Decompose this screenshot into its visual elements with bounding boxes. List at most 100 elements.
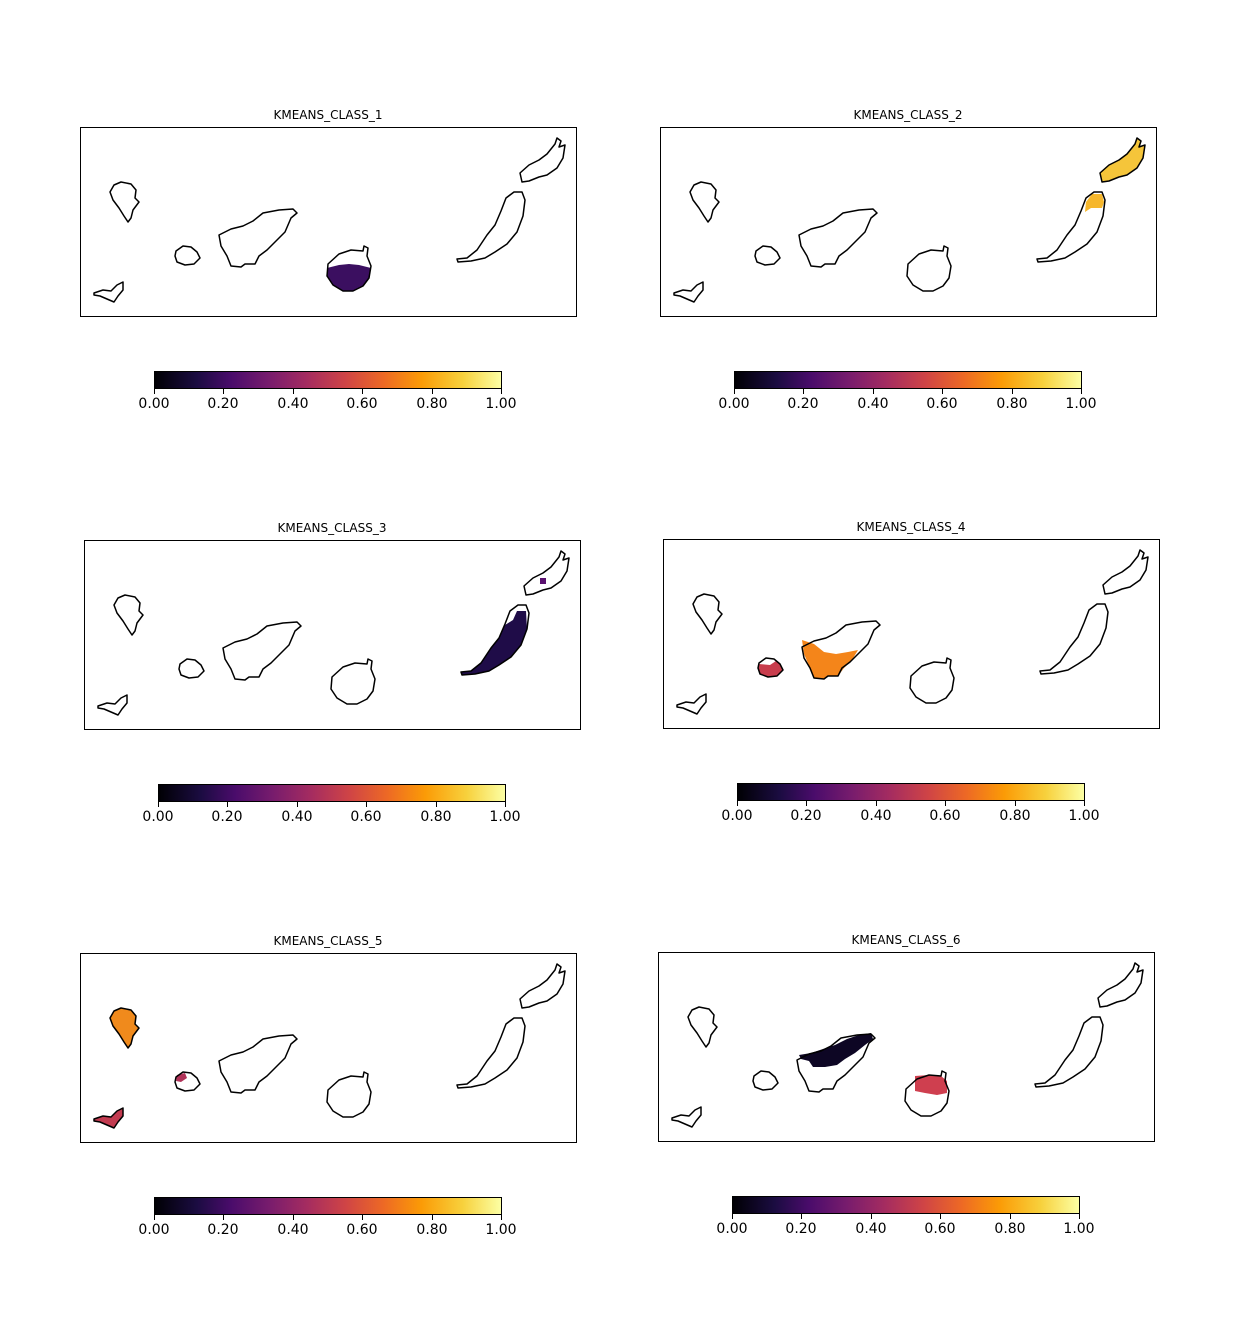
colorbar-tick-label: 0.80 (420, 809, 452, 825)
colorbar-tick (1081, 389, 1082, 394)
outline-la-gomera (178, 658, 205, 679)
colorbar-tick (1015, 801, 1016, 806)
outline-fuerteventura (1036, 191, 1106, 263)
colorbar-tick-label: 0.80 (416, 1222, 448, 1238)
colorbar-tick-label: 0.60 (346, 396, 378, 412)
colorbar-tick-label: 0.00 (716, 1221, 748, 1237)
panel-title: KMEANS_CLASS_3 (277, 521, 387, 535)
outline-la-gomera (174, 245, 201, 266)
outline-el-hierro (93, 281, 124, 303)
outline-fuerteventura (456, 1017, 526, 1089)
colorbar-tick-label: 0.00 (142, 809, 174, 825)
outline-tenerife (218, 1034, 298, 1094)
panel-title: KMEANS_CLASS_4 (856, 520, 966, 534)
colorbar-tick-label: 0.20 (211, 809, 243, 825)
colorbar-tick-label: 0.20 (787, 396, 819, 412)
colorbar-tick (362, 1215, 363, 1220)
colorbar-tick (803, 389, 804, 394)
panel-title: KMEANS_CLASS_1 (273, 108, 383, 122)
outline-la-palma (689, 181, 720, 223)
fill-la-gomera-spot (176, 1073, 187, 1082)
colorbar-tick (1084, 801, 1085, 806)
colorbar-tick (734, 389, 735, 394)
fill-tenerife-north (799, 1033, 873, 1067)
colorbar-tick (505, 802, 506, 807)
outline-tenerife (218, 208, 298, 268)
colorbar-5 (154, 1197, 502, 1215)
outline-lanzarote (519, 963, 566, 1009)
colorbar-tick-label: 1.00 (485, 1222, 517, 1238)
colorbar-2 (734, 371, 1082, 389)
colorbar-tick (158, 802, 159, 807)
colorbar-tick-label: 0.40 (857, 396, 889, 412)
map-frame-3 (84, 540, 581, 730)
colorbar-tick (293, 389, 294, 394)
fill-gran-canaria (327, 264, 371, 291)
panel-title: KMEANS_CLASS_6 (851, 933, 961, 947)
colorbar-tick-label: 0.20 (785, 1221, 817, 1237)
colorbar-4 (737, 783, 1085, 801)
colorbar-tick-label: 0.20 (207, 396, 239, 412)
outline-gran-canaria (909, 657, 955, 704)
outline-lanzarote (1102, 549, 1149, 595)
map-canvas (93, 963, 566, 1129)
map-canvas (671, 962, 1144, 1128)
colorbar-1 (154, 371, 502, 389)
colorbar-tick (432, 1215, 433, 1220)
panel-title: KMEANS_CLASS_5 (273, 934, 383, 948)
colorbar-tick (1010, 1214, 1011, 1219)
panel-title: KMEANS_CLASS_2 (853, 108, 963, 122)
colorbar-tick (801, 1214, 802, 1219)
outline-la-gomera (174, 1071, 201, 1092)
colorbar-tick-label: 0.60 (926, 396, 958, 412)
colorbar-tick (945, 801, 946, 806)
colorbar-tick (501, 389, 502, 394)
colorbar-tick-label: 0.80 (416, 396, 448, 412)
colorbar-tick-label: 0.20 (207, 1222, 239, 1238)
colorbar-tick (154, 389, 155, 394)
outline-gran-canaria (330, 658, 376, 705)
colorbar-tick (942, 389, 943, 394)
colorbar-tick-label: 1.00 (1068, 808, 1100, 824)
map-frame-2 (660, 127, 1157, 317)
outline-lanzarote (523, 550, 570, 596)
colorbar-tick-label: 1.00 (485, 396, 517, 412)
colorbar-tick-label: 0.80 (994, 1221, 1026, 1237)
colorbar-6 (732, 1196, 1080, 1214)
fill-tenerife-south (802, 640, 858, 679)
colorbar-tick-label: 0.40 (281, 809, 313, 825)
map-canvas (93, 137, 566, 303)
colorbar-tick (871, 1214, 872, 1219)
colorbar-tick-label: 1.00 (489, 809, 521, 825)
outline-fuerteventura (460, 604, 530, 676)
fill-fuerteventura (461, 611, 527, 675)
fill-gran-canaria-north (915, 1075, 947, 1095)
colorbar-tick-label: 0.40 (855, 1221, 887, 1237)
colorbar-tick (737, 801, 738, 806)
outline-la-palma (109, 1007, 140, 1049)
outline-gran-canaria (904, 1070, 950, 1117)
outline-tenerife (222, 621, 302, 681)
colorbar-tick (293, 1215, 294, 1220)
fill-lanzarote (1100, 138, 1145, 182)
map-frame-6 (658, 952, 1155, 1142)
colorbar-tick (432, 389, 433, 394)
colorbar-tick (1012, 389, 1013, 394)
outline-la-gomera (752, 1070, 779, 1091)
colorbar-tick-label: 1.00 (1065, 396, 1097, 412)
colorbar-tick-label: 0.80 (999, 808, 1031, 824)
colorbar-tick-label: 0.60 (929, 808, 961, 824)
outline-la-gomera (754, 245, 781, 266)
map-canvas (676, 549, 1149, 715)
outline-tenerife (796, 1033, 876, 1093)
outline-el-hierro (673, 281, 704, 303)
map-frame-4 (663, 539, 1160, 729)
map-frame-1 (80, 127, 577, 317)
outline-lanzarote (1099, 137, 1146, 183)
map-frame-5 (80, 953, 577, 1143)
colorbar-tick-label: 0.60 (346, 1222, 378, 1238)
fill-la-gomera (758, 661, 783, 677)
colorbar-tick (876, 801, 877, 806)
outline-la-gomera (757, 657, 784, 678)
colorbar-tick-label: 0.00 (138, 396, 170, 412)
